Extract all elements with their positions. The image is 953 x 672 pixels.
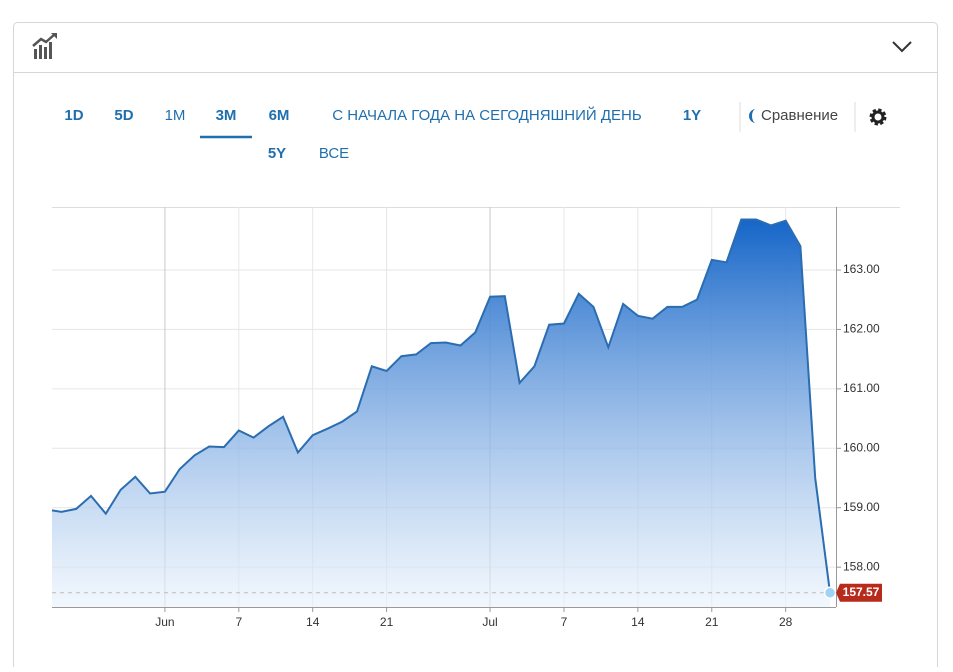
x-tick-label: 14 (631, 615, 645, 629)
x-tick-label: 7 (235, 615, 242, 629)
x-tick-label: 28 (779, 615, 793, 629)
range-tab[interactable]: 5Y (268, 145, 286, 162)
chart-icon[interactable] (32, 33, 57, 59)
y-tick-label: 159.00 (843, 500, 880, 514)
range-tab[interactable]: 1Y (683, 107, 701, 124)
range-tab[interactable]: 3M (216, 107, 237, 124)
x-tick-label: Jun (155, 615, 174, 629)
area-fill (52, 219, 830, 607)
last-value-badge (836, 583, 882, 602)
last-point (823, 586, 837, 599)
y-tick-label: 163.00 (843, 262, 880, 276)
plot-area (52, 218, 831, 607)
settings-icon[interactable] (869, 108, 887, 126)
y-tick-label: 161.00 (843, 381, 880, 395)
y-tick-label: 162.00 (843, 322, 880, 336)
x-tick-label: 14 (306, 615, 320, 629)
compare-icon (749, 109, 756, 123)
last-value-label: 157.57 (843, 585, 880, 599)
compare-button[interactable]: Сравнение (761, 107, 838, 124)
x-tick-label: 21 (705, 615, 719, 629)
y-tick-label: 158.00 (843, 559, 880, 573)
y-tick-label: 160.00 (843, 440, 880, 454)
range-tab[interactable]: 1D (64, 107, 83, 124)
x-tick-label: 21 (380, 615, 394, 629)
range-tab[interactable]: 1M (165, 107, 186, 124)
x-tick-label: 7 (561, 615, 568, 629)
range-tab[interactable]: 6M (269, 107, 290, 124)
price-line (52, 218, 831, 593)
range-tab[interactable]: ВСЕ (319, 145, 349, 162)
range-tab[interactable]: 5D (114, 107, 133, 124)
collapse-chevron[interactable] (892, 41, 912, 53)
x-tick-label: Jul (482, 615, 497, 629)
range-tab[interactable]: С НАЧАЛА ГОДА НА СЕГОДНЯШНИЙ ДЕНЬ (332, 106, 642, 124)
